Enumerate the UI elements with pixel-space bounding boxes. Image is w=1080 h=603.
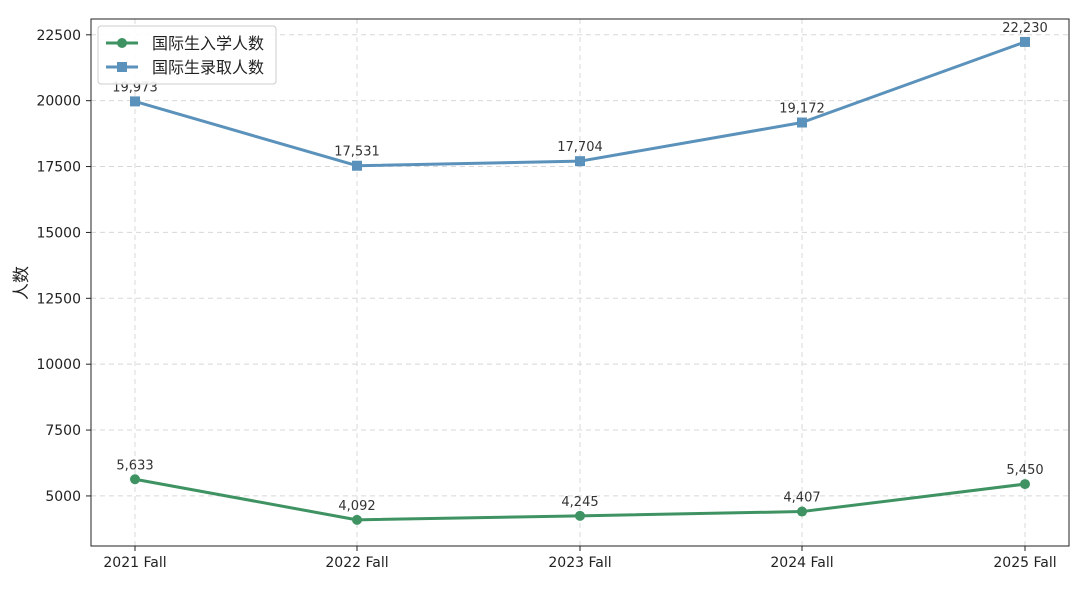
grid <box>91 19 1069 546</box>
data-label: 17,704 <box>557 140 603 155</box>
x-tick-label: 2023 Fall <box>548 555 611 571</box>
x-axis-ticks: 2021 Fall 2022 Fall 2023 Fall 2024 Fall 2025… <box>103 546 1057 571</box>
data-label: 17,531 <box>334 145 380 160</box>
y-axis-label: 人数 <box>12 266 32 300</box>
x-tick-label: 2022 Fall <box>325 555 388 571</box>
data-point <box>130 96 140 107</box>
x-tick-label: 2021 Fall <box>103 555 166 571</box>
data-label: 5,450 <box>1006 463 1043 478</box>
data-point <box>1020 479 1030 490</box>
data-point <box>352 514 362 525</box>
x-tick-label: 2024 Fall <box>770 555 833 571</box>
data-label: 5,633 <box>116 458 153 473</box>
y-tick-label: 17500 <box>36 160 81 176</box>
y-tick-label: 7500 <box>45 423 81 439</box>
data-label: 22,230 <box>1002 21 1048 36</box>
data-label: 4,092 <box>338 499 375 514</box>
data-point <box>797 506 807 517</box>
y-tick-label: 12500 <box>36 291 81 307</box>
legend-box <box>97 25 277 85</box>
legend-label-admitted: 国际生录取人数 <box>152 58 264 77</box>
y-tick-label: 10000 <box>36 357 81 373</box>
y-tick-label: 20000 <box>36 94 81 110</box>
data-point <box>1020 36 1030 47</box>
data-label: 19,172 <box>779 102 825 117</box>
legend: 国际生入学人数 国际生录取人数 <box>97 25 277 85</box>
data-point <box>797 117 807 128</box>
data-point <box>130 474 140 485</box>
legend-marker-enrolled <box>117 38 127 48</box>
legend-marker-admitted <box>117 62 127 72</box>
data-point <box>352 160 362 171</box>
y-axis-ticks: 5000 7500 10000 12500 15000 17500 20000 22500 <box>36 28 91 505</box>
data-label: 4,245 <box>561 495 598 510</box>
y-tick-label: 5000 <box>45 489 81 505</box>
data-label: 4,407 <box>783 491 820 506</box>
data-point <box>575 156 585 167</box>
y-tick-label: 15000 <box>36 225 81 241</box>
x-tick-label: 2025 Fall <box>993 555 1056 571</box>
y-tick-label: 22500 <box>36 28 81 44</box>
series-enrolled: 5,633 4,092 4,245 4,407 5,450 <box>116 458 1044 525</box>
data-point <box>575 510 585 521</box>
legend-label-enrolled: 国际生入学人数 <box>152 34 264 53</box>
